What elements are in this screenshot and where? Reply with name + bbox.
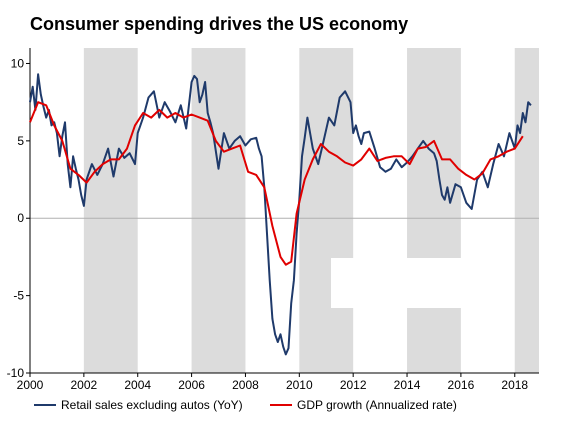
shaded-period-2 [299, 48, 354, 373]
shaded-period-3 [407, 48, 461, 373]
y-tick-label: 5 [17, 134, 24, 148]
x-tick-label: 2010 [286, 378, 313, 392]
y-tick-label: -10 [7, 366, 25, 380]
legend-label-1: GDP growth (Annualized rate) [297, 398, 457, 412]
shaded-periods [83, 48, 539, 373]
x-tick-label: 2002 [71, 378, 98, 392]
x-tick-label: 2000 [17, 378, 44, 392]
shaded-period-0 [83, 48, 138, 373]
x-tick-label: 2004 [124, 378, 151, 392]
legend-label-0: Retail sales excluding autos (YoY) [61, 398, 243, 412]
legend: Retail sales excluding autos (YoY) GDP gr… [34, 398, 457, 412]
x-tick-label: 2014 [394, 378, 421, 392]
white-overlay [331, 258, 461, 308]
x-tick-label: 2018 [501, 378, 528, 392]
y-tick-label: -5 [13, 289, 24, 303]
x-tick-label: 2008 [232, 378, 259, 392]
chart-title: Consumer spending drives the US economy [30, 14, 409, 34]
shaded-period-4 [514, 48, 539, 373]
series-lines [29, 73, 532, 356]
x-tick-label: 2016 [448, 378, 475, 392]
y-tick-label: 10 [11, 56, 25, 70]
x-tick-label: 2012 [340, 378, 367, 392]
y-tick-label: 0 [17, 211, 24, 225]
series-line-0 [29, 73, 532, 356]
x-tick-label: 2006 [178, 378, 205, 392]
series-line-1 [29, 101, 524, 266]
